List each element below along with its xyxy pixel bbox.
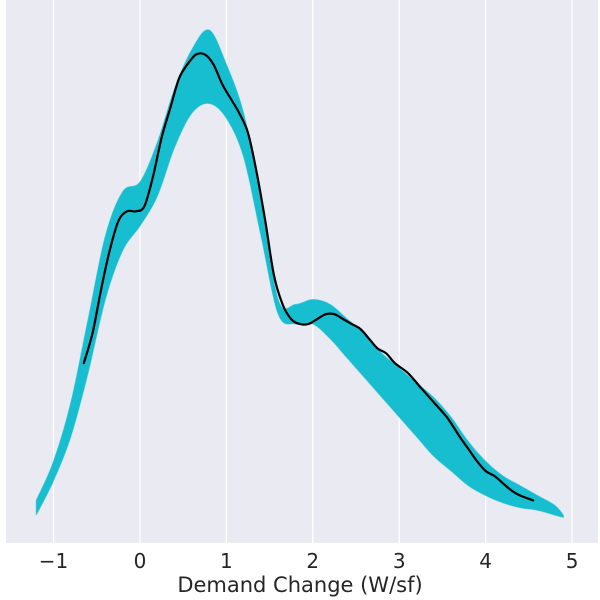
x-tick-label: 4 [479, 549, 492, 573]
x-tick-label: 3 [393, 549, 406, 573]
x-tick-label: 1 [220, 549, 233, 573]
density-main-curve [82, 52, 535, 502]
x-tick-label: 0 [134, 549, 147, 573]
main-density-line [82, 52, 535, 502]
density-ensemble-band [35, 29, 564, 519]
x-tick-label: −1 [39, 549, 68, 573]
ensemble-band-area [35, 29, 564, 519]
plot-background [6, 0, 598, 543]
x-tick-label: 2 [306, 549, 319, 573]
x-tick-labels: −1 0 1 2 3 4 5 [39, 549, 579, 573]
x-axis-label: Demand Change (W/sf) [177, 573, 422, 597]
x-tick-label: 5 [566, 549, 579, 573]
